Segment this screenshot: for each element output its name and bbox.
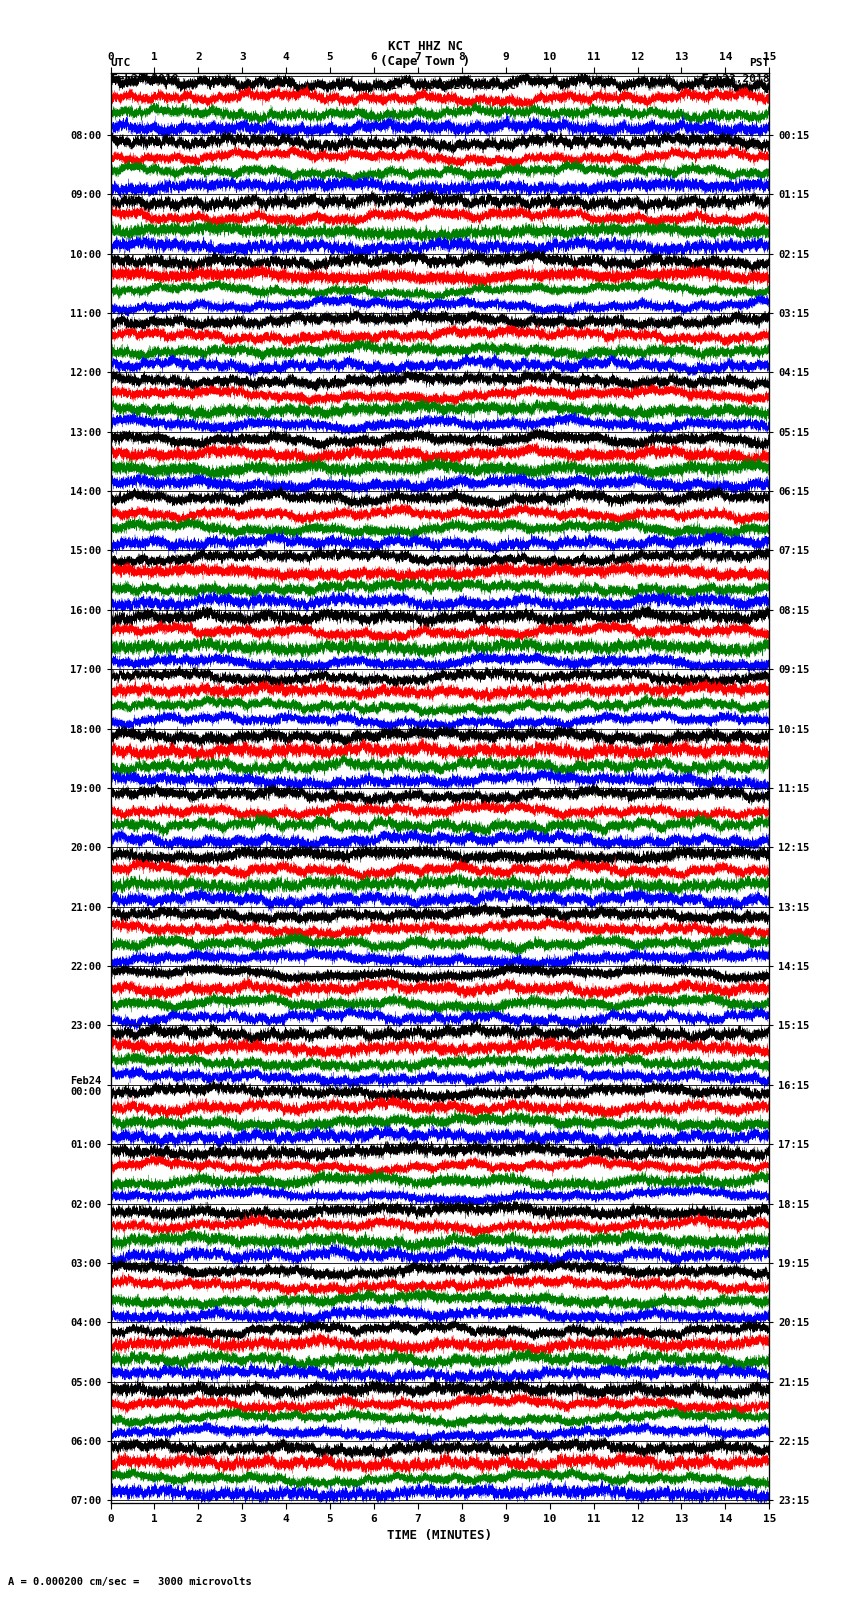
Text: UTC: UTC [110, 58, 131, 68]
Text: KCT HHZ NC: KCT HHZ NC [388, 40, 462, 53]
Text: Feb23,2018: Feb23,2018 [110, 74, 178, 84]
Text: PST: PST [749, 58, 769, 68]
Text: Feb23,2018: Feb23,2018 [702, 74, 769, 84]
X-axis label: TIME (MINUTES): TIME (MINUTES) [388, 1529, 492, 1542]
Text: I  = 0.000200 cm/sec: I = 0.000200 cm/sec [391, 81, 516, 90]
Text: (Cape Town ): (Cape Town ) [380, 55, 470, 68]
Text: A = 0.000200 cm/sec =   3000 microvolts: A = 0.000200 cm/sec = 3000 microvolts [8, 1578, 252, 1587]
